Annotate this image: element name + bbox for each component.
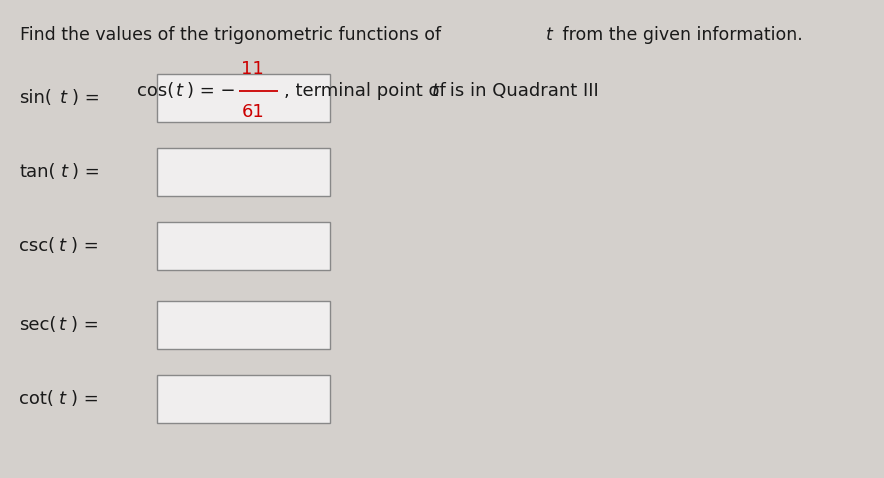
Text: 11: 11 bbox=[241, 60, 264, 78]
Text: ) =: ) = bbox=[71, 316, 98, 334]
Text: t: t bbox=[61, 163, 68, 181]
Text: Find the values of the trigonometric functions of: Find the values of the trigonometric fun… bbox=[20, 26, 447, 44]
FancyBboxPatch shape bbox=[157, 222, 330, 270]
Text: csc(: csc( bbox=[19, 237, 56, 255]
Text: , terminal point of: , terminal point of bbox=[284, 82, 446, 100]
Text: t: t bbox=[59, 237, 66, 255]
Text: t: t bbox=[432, 82, 439, 100]
Text: tan(: tan( bbox=[19, 163, 56, 181]
Text: ) =: ) = bbox=[72, 163, 100, 181]
Text: 61: 61 bbox=[241, 103, 264, 121]
Text: sin(: sin( bbox=[19, 89, 52, 107]
Text: t: t bbox=[546, 26, 553, 44]
FancyBboxPatch shape bbox=[157, 301, 330, 349]
Text: ) = −: ) = − bbox=[187, 82, 235, 100]
Text: from the given information.: from the given information. bbox=[557, 26, 803, 44]
FancyBboxPatch shape bbox=[157, 375, 330, 423]
Text: t: t bbox=[176, 82, 183, 100]
Text: cos(: cos( bbox=[137, 82, 174, 100]
Text: ) =: ) = bbox=[72, 89, 99, 107]
FancyBboxPatch shape bbox=[157, 148, 330, 196]
Text: ) =: ) = bbox=[71, 390, 98, 408]
Text: t: t bbox=[59, 316, 66, 334]
Text: is in Quadrant III: is in Quadrant III bbox=[444, 82, 598, 100]
Text: ) =: ) = bbox=[71, 237, 98, 255]
FancyBboxPatch shape bbox=[157, 74, 330, 122]
Text: cot(: cot( bbox=[19, 390, 54, 408]
Text: t: t bbox=[60, 89, 67, 107]
Text: t: t bbox=[59, 390, 66, 408]
Text: sec(: sec( bbox=[19, 316, 57, 334]
